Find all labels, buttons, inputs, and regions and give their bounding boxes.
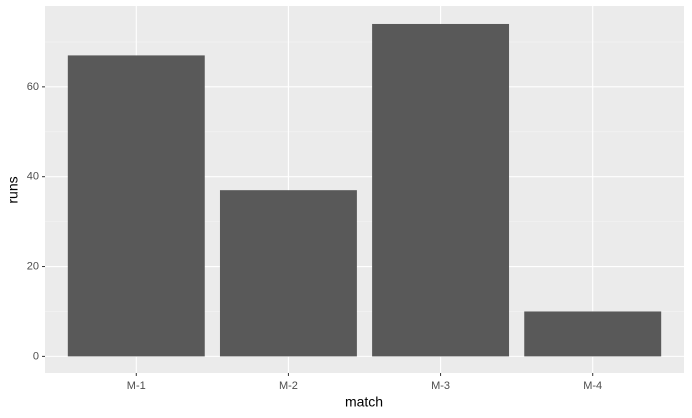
y-tick-label: 60: [27, 81, 39, 93]
bar: [372, 23, 510, 357]
bar: [67, 55, 205, 357]
y-tick-label: 20: [27, 260, 39, 272]
x-tick-label: M-2: [279, 380, 298, 392]
x-tick-label: M-1: [127, 380, 146, 392]
y-tick-label: 40: [27, 171, 39, 183]
x-tick-label: M-3: [431, 380, 450, 392]
y-tick-label: 0: [33, 350, 39, 362]
x-tick-label: M-4: [583, 380, 602, 392]
bar: [219, 190, 357, 357]
x-axis-title: match: [345, 394, 383, 410]
bar: [524, 311, 662, 357]
y-axis-title: runs: [5, 176, 21, 203]
